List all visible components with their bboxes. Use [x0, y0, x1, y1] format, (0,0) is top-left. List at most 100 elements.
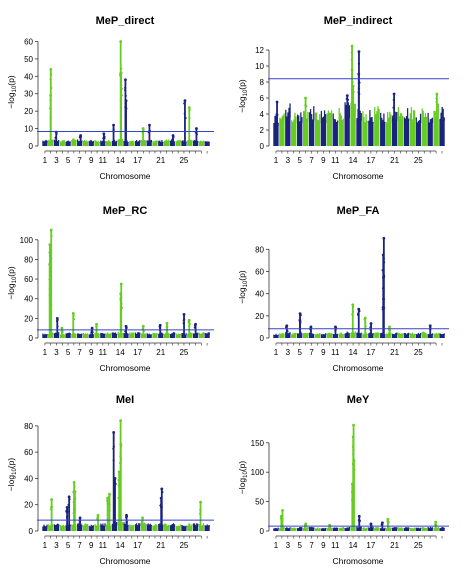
chromosome-29-snp-cluster [205, 525, 207, 527]
chromosome-28-snp-cluster [434, 333, 436, 335]
chromosome-13-snp-cluster [112, 332, 115, 335]
chromosome-27-snp-cluster [428, 528, 430, 529]
chromosome-5-snp-cluster [298, 115, 300, 124]
chromosome-19-snp-cluster [380, 528, 382, 530]
peak-chr-16-line [364, 318, 367, 338]
x-tick-label: 21 [390, 541, 399, 550]
peak-chr-6-snp [72, 318, 76, 321]
chromosome-5-snp-cluster [297, 333, 299, 335]
y-axis-label-sub: 10 [12, 276, 18, 283]
chromosome-16-snps [129, 525, 135, 531]
chromosome-17-snp-cluster [139, 523, 141, 527]
peak-chr-27-snp [193, 324, 197, 327]
peak-chr-14-snp [120, 87, 123, 90]
peak-chr-28 [435, 92, 439, 96]
peak-chr-14-snp [351, 91, 355, 94]
chromosome-17-snp-cluster [371, 528, 373, 529]
chromosome-24-snps [409, 528, 416, 531]
chromosome-13-snp-cluster [114, 332, 117, 335]
peak-chr-2 [48, 262, 52, 266]
chromosome-26-snp-cluster [423, 527, 425, 529]
peak-chr-2-line [49, 95, 52, 146]
chromosome-5-snp-cluster [65, 141, 67, 143]
y-axis-label-main: −log [6, 475, 16, 492]
chromosome-14-snp-cluster [353, 332, 355, 335]
chromosome-4-snp-cluster [294, 527, 296, 530]
peak-chr-15-snp [358, 520, 361, 523]
chromosome-4-snp-cluster [291, 120, 293, 124]
chromosome-13-snp-cluster [115, 333, 118, 335]
chromosome-18-snp-cluster [376, 111, 378, 121]
chromosome-16-snp-cluster [364, 122, 366, 124]
x-tick-label: 25 [179, 156, 188, 165]
chromosome-12-snp-cluster [341, 333, 344, 335]
peak-chr-6 [72, 500, 76, 504]
chromosome-24-snp-cluster [179, 139, 181, 143]
peak-chr-5 [67, 495, 71, 499]
peak-chr-25-line [184, 100, 186, 146]
x-tick-label: 1 [274, 156, 279, 165]
chromosome-13-snp-cluster [113, 139, 116, 142]
chromosome-7-snp-cluster [311, 114, 313, 121]
chromosome-25-snp-cluster [185, 333, 187, 336]
chromosome-27-snps [427, 122, 433, 146]
chromosome-22-snp-cluster [167, 525, 169, 527]
chromosome-26-snps [421, 333, 427, 338]
peak-chr-14-snp [351, 313, 354, 316]
chromosome-16-snp-cluster [131, 140, 133, 143]
peak-chr-13-line [346, 95, 349, 146]
x-tick-label: 17 [133, 156, 142, 165]
peak-chr-14-snp [351, 310, 355, 313]
x-tick-label: 5 [297, 348, 302, 357]
chromosome-24-snp-cluster [179, 524, 181, 528]
chromosome-23-snps [403, 120, 410, 146]
chromosome-19-snp-cluster [146, 333, 148, 336]
chromosome-24-snp-cluster [177, 525, 179, 528]
y-tick-label: 60 [255, 267, 264, 276]
chromosome-15-snp-cluster [124, 333, 126, 335]
chromosome-2-snp-cluster [283, 113, 285, 121]
chromosome-4-snps [291, 334, 297, 338]
chromosome-26-snp-cluster [421, 108, 423, 121]
chromosome-20-snp-cluster [154, 140, 156, 143]
peak-chr-13 [112, 123, 115, 127]
chromosome-10-snp-cluster [328, 112, 331, 121]
chromosome-26-snp-cluster [187, 525, 189, 527]
y-tick-label: 80 [24, 255, 33, 264]
chromosome-22-snp-cluster [163, 140, 166, 142]
chromosome-2-snp-cluster [281, 333, 283, 335]
chromosome-19-snp-cluster [149, 334, 151, 336]
chromosome-6-snp-cluster [307, 111, 309, 121]
chromosome-17-snp-cluster [368, 333, 370, 335]
chromosome-12-snps [338, 334, 344, 338]
chromosome-17-snp-cluster [372, 332, 374, 335]
chromosome-9-snp-cluster [88, 141, 90, 143]
peak-chr-18-snp [142, 329, 145, 333]
chromosome-15-snp-cluster [359, 333, 361, 335]
chromosome-6-snps [71, 140, 77, 146]
chromosome-17-snp-cluster [136, 523, 138, 527]
chromosome-10-snp-cluster [94, 332, 96, 335]
chromosome-14-snp-cluster [117, 139, 119, 141]
chromosome-2-snp-cluster [280, 334, 282, 335]
y-tick-label: 40 [24, 72, 33, 81]
chromosome-22-snp-cluster [397, 107, 400, 118]
chromosome-28-snp-cluster [434, 110, 436, 118]
chromosome-26-snp-cluster [421, 332, 423, 335]
chromosome-11-snp-cluster [333, 334, 335, 335]
x-tick-label: 11 [99, 348, 108, 357]
peak-chr-19-snp [381, 308, 384, 311]
peak-chr-28-snp [435, 97, 438, 100]
chromosome-21-snp-cluster [392, 527, 395, 529]
peak-chr-7-line [310, 326, 312, 338]
chromosome-24-snp-cluster [412, 528, 415, 530]
chromosome-18-snps [374, 528, 380, 531]
chromosome-12-snp-cluster [339, 113, 341, 121]
y-tick-label: 0 [260, 142, 265, 151]
peak-chr-12-snp [107, 501, 110, 504]
chromosome-5-snp-cluster [299, 526, 301, 529]
chromosome-21-snps [158, 142, 164, 146]
chromosome-5-snp-cluster [67, 524, 69, 527]
chromosome-2-snps [279, 120, 285, 146]
peak-chr-19-snp [381, 287, 385, 290]
